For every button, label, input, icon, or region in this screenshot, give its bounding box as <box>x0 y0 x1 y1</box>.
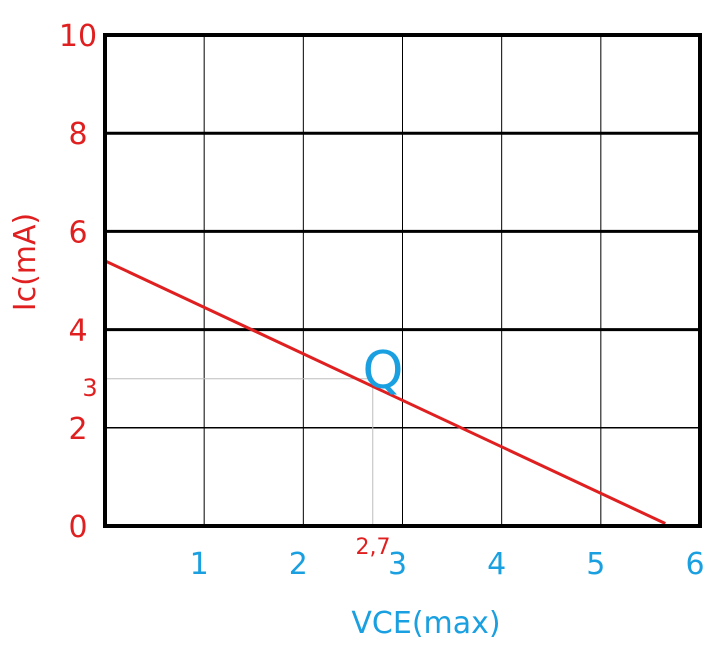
x-tick-label: 1 <box>190 547 209 582</box>
q-x-value-label: 2,7 <box>356 535 391 560</box>
q-y-value-label: 3 <box>82 374 97 402</box>
x-tick-label: 3 <box>388 547 407 582</box>
x-tick-labels: 1 2 3 4 5 6 <box>190 547 705 582</box>
q-point-label: Q <box>363 341 404 401</box>
x-tick-label: 2 <box>289 547 308 582</box>
plot-frame <box>103 33 702 528</box>
y-tick-label: 4 <box>68 314 87 349</box>
y-tick-label: 8 <box>68 117 87 152</box>
y-tick-label: 10 <box>59 19 97 54</box>
x-tick-label: 5 <box>586 547 605 582</box>
y-axis-title: Ic(mA) <box>8 213 43 312</box>
y-tick-label: 2 <box>68 412 87 447</box>
y-tick-label: 6 <box>68 215 87 250</box>
series <box>104 259 666 525</box>
q-guides <box>105 378 374 526</box>
y-tick-label: 0 <box>68 510 87 545</box>
y-tick-labels: 0 2 4 6 8 10 <box>59 19 97 545</box>
grid <box>105 35 700 526</box>
load-line <box>104 259 666 525</box>
x-tick-label: 4 <box>487 547 506 582</box>
plot-border <box>103 33 702 528</box>
x-axis-title: VCE(max) <box>351 606 500 641</box>
x-tick-label: 6 <box>685 547 704 582</box>
